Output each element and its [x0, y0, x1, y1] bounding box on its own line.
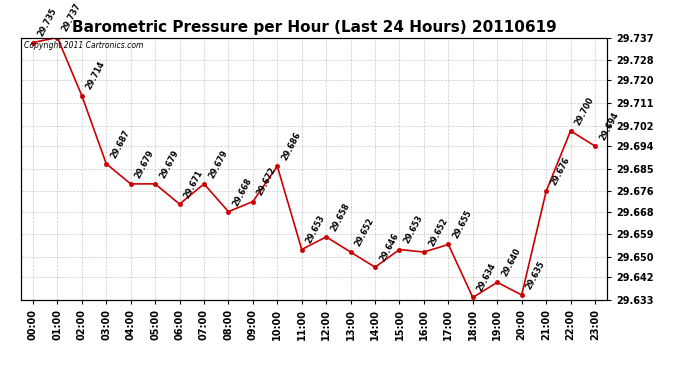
- Text: 29.640: 29.640: [500, 247, 522, 278]
- Text: 29.700: 29.700: [573, 95, 595, 127]
- Text: 29.652: 29.652: [426, 216, 449, 248]
- Text: 29.735: 29.735: [36, 7, 58, 38]
- Text: 29.671: 29.671: [182, 168, 205, 200]
- Text: 29.655: 29.655: [451, 209, 473, 240]
- Text: 29.686: 29.686: [280, 130, 302, 162]
- Title: Barometric Pressure per Hour (Last 24 Hours) 20110619: Barometric Pressure per Hour (Last 24 Ho…: [72, 20, 556, 35]
- Text: 29.668: 29.668: [231, 176, 254, 207]
- Text: 29.646: 29.646: [378, 232, 400, 263]
- Text: 29.676: 29.676: [549, 156, 571, 187]
- Text: 29.672: 29.672: [255, 166, 278, 197]
- Text: 29.653: 29.653: [304, 214, 327, 245]
- Text: 29.714: 29.714: [85, 60, 107, 92]
- Text: Copyright 2011 Cartronics.com: Copyright 2011 Cartronics.com: [23, 42, 143, 51]
- Text: 29.679: 29.679: [158, 148, 180, 180]
- Text: 29.737: 29.737: [60, 2, 83, 33]
- Text: 29.658: 29.658: [329, 201, 351, 233]
- Text: 29.679: 29.679: [207, 148, 229, 180]
- Text: 29.653: 29.653: [402, 214, 424, 245]
- Text: 29.635: 29.635: [524, 260, 547, 291]
- Text: 29.634: 29.634: [475, 262, 498, 293]
- Text: 29.679: 29.679: [133, 148, 156, 180]
- Text: 29.694: 29.694: [598, 111, 620, 142]
- Text: 29.652: 29.652: [353, 216, 376, 248]
- Text: 29.687: 29.687: [109, 128, 132, 159]
